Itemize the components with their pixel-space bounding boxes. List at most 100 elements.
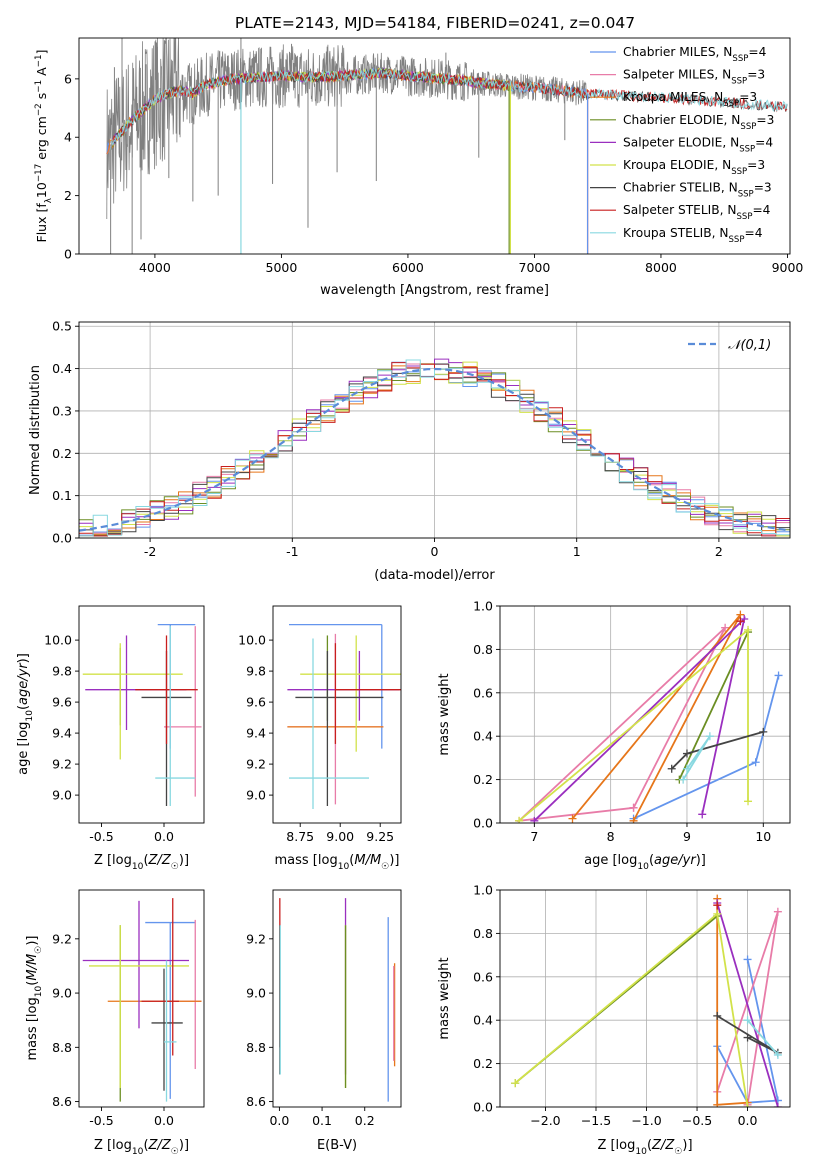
weight-point bbox=[629, 803, 638, 812]
y-tick-label: 9.0 bbox=[246, 788, 266, 803]
x-axis-label: Z [log10(Z/Z☉)] bbox=[94, 1138, 189, 1157]
y-axis-label: Flux [fλ10−17 erg cm−2 s−1 A−1] bbox=[34, 50, 54, 243]
weight-point bbox=[744, 625, 753, 634]
y-tick-label: 9.2 bbox=[52, 757, 72, 772]
weight-point bbox=[773, 907, 782, 916]
weight-point bbox=[743, 1033, 752, 1042]
x-tick-label: 4000 bbox=[139, 260, 171, 275]
plot-area bbox=[279, 898, 396, 1102]
y-tick-label: 0.4 bbox=[473, 729, 493, 744]
weight-point bbox=[773, 1050, 782, 1059]
x-axis-label: mass [log10(M/M☉)] bbox=[275, 853, 400, 872]
model-line bbox=[110, 67, 788, 150]
weight-point bbox=[713, 901, 722, 910]
legend-entry: Kroupa STELIB, NSSP=4 bbox=[623, 226, 763, 245]
y-tick-label: 4 bbox=[64, 130, 72, 145]
chart-weight-vs-Z: −2.0 −1.5 −1.0 −0.5 0.0 0.0 0.2 0.4 0.6 0.8 1.0 mas… bbox=[437, 883, 791, 1157]
x-axis-label: wavelength [Angstrom, rest frame] bbox=[320, 283, 549, 298]
weight-point bbox=[743, 1103, 752, 1107]
x-axis-label: Z [log10(Z/Z☉)] bbox=[597, 1138, 692, 1157]
x-tick-label: 0.1 bbox=[312, 1113, 332, 1128]
plot-area bbox=[287, 623, 401, 810]
y-tick-label: 1.0 bbox=[473, 883, 493, 898]
x-tick-label: −0.5 bbox=[682, 1113, 712, 1128]
y-tick-label: 0.8 bbox=[473, 642, 493, 657]
x-tick-label: 0.0 bbox=[269, 1113, 289, 1128]
y-axis-label: mass weight bbox=[437, 673, 452, 755]
plot-area bbox=[79, 358, 790, 537]
y-tick-label: 9.6 bbox=[52, 695, 72, 710]
axes-frame bbox=[499, 889, 791, 1108]
x-tick-label: 10 bbox=[755, 829, 771, 844]
y-tick-label: 8.6 bbox=[246, 1094, 266, 1109]
y-tick-label: 9.0 bbox=[246, 986, 266, 1001]
y-tick-label: 9.0 bbox=[52, 788, 72, 803]
x-tick-label: 9.00 bbox=[326, 829, 354, 844]
weight-point bbox=[511, 1079, 520, 1088]
figure-title: PLATE=2143, MJD=54184, FIBERID=0241, z=0… bbox=[235, 14, 635, 32]
weight-series-line bbox=[518, 627, 749, 822]
weight-point bbox=[667, 764, 676, 773]
weight-series-line bbox=[716, 902, 779, 1107]
x-tick-label: -2 bbox=[144, 544, 156, 559]
y-tick-label: 0.6 bbox=[473, 685, 493, 700]
weight-point bbox=[698, 810, 707, 819]
axes-frame bbox=[499, 605, 791, 824]
y-tick-label: 0.5 bbox=[52, 319, 72, 334]
legend-entry: Kroupa ELODIE, NSSP=3 bbox=[623, 158, 765, 177]
weight-point bbox=[721, 623, 730, 632]
y-tick-label: 0 bbox=[64, 247, 72, 262]
y-tick-label: 9.2 bbox=[52, 931, 72, 946]
model-line bbox=[110, 68, 788, 150]
x-tick-label: 6000 bbox=[392, 260, 424, 275]
y-tick-label: 9.8 bbox=[246, 664, 266, 679]
chart-age-vs-mass: 8.75 9.00 9.25 9.0 9.2 9.4 9.6 9.8 10.0 mass [log… bbox=[238, 605, 402, 872]
y-axis-label: age [log10(age/yr)] bbox=[16, 653, 35, 775]
y-tick-label: 9.2 bbox=[246, 757, 266, 772]
y-tick-label: 0.4 bbox=[52, 361, 72, 376]
y-tick-label: 10.0 bbox=[44, 633, 72, 648]
y-axis-label: mass weight bbox=[437, 957, 452, 1039]
weight-point bbox=[568, 814, 577, 823]
legend-entry: Chabrier ELODIE, NSSP=3 bbox=[623, 113, 774, 132]
y-tick-label: 0.4 bbox=[473, 1013, 493, 1028]
weight-point bbox=[515, 816, 524, 823]
axes-frame bbox=[78, 889, 205, 1108]
chart-mass-vs-ebv: 0.0 0.1 0.2 8.6 8.8 9.0 9.2 E(B-V) bbox=[246, 889, 402, 1153]
x-axis-label: E(B-V) bbox=[317, 1138, 357, 1153]
weight-series-line bbox=[671, 731, 764, 770]
weight-point bbox=[743, 955, 752, 964]
weight-series-line bbox=[571, 614, 742, 822]
x-tick-label: 8000 bbox=[645, 260, 677, 275]
plot-area bbox=[511, 894, 782, 1107]
y-tick-label: 10.0 bbox=[238, 633, 266, 648]
weight-series-line bbox=[516, 627, 726, 823]
spectrum-data-line bbox=[106, 38, 588, 220]
y-tick-label: 9.4 bbox=[52, 726, 72, 741]
x-tick-label: 9 bbox=[683, 829, 691, 844]
weight-point bbox=[713, 1011, 722, 1020]
weight-point bbox=[713, 1100, 722, 1107]
legend-entry: 𝒩(0,1) bbox=[728, 338, 771, 353]
weight-point bbox=[629, 816, 638, 823]
y-tick-label: 9.4 bbox=[246, 726, 266, 741]
x-tick-label: −1.0 bbox=[631, 1113, 661, 1128]
x-tick-label: -0.5 bbox=[89, 829, 113, 844]
x-tick-label: 2 bbox=[715, 544, 723, 559]
y-tick-label: 9.0 bbox=[52, 986, 72, 1001]
x-tick-label: 7000 bbox=[519, 260, 551, 275]
y-axis-label: mass [log10(M/M☉)] bbox=[25, 936, 44, 1061]
weight-point bbox=[743, 1016, 752, 1025]
y-tick-label: 8.8 bbox=[52, 1040, 72, 1055]
legend-entry: Salpeter STELIB, NSSP=4 bbox=[623, 203, 771, 222]
chart-age-vs-Z: -0.5 0.0 9.0 9.2 9.4 9.6 9.8 10.0 Z [log10(Z/Z☉)… bbox=[16, 605, 205, 872]
gaussian-reference-curve bbox=[79, 367, 790, 532]
axes-frame bbox=[78, 605, 205, 824]
y-tick-label: 0.6 bbox=[473, 969, 493, 984]
weight-point bbox=[705, 732, 714, 741]
weight-point bbox=[682, 764, 691, 773]
x-tick-label: 0.2 bbox=[355, 1113, 375, 1128]
chart-weight-vs-age: 7 8 9 10 0.0 0.2 0.4 0.6 0.8 1.0 mass weight age [l… bbox=[437, 599, 791, 872]
y-tick-label: 9.2 bbox=[246, 931, 266, 946]
